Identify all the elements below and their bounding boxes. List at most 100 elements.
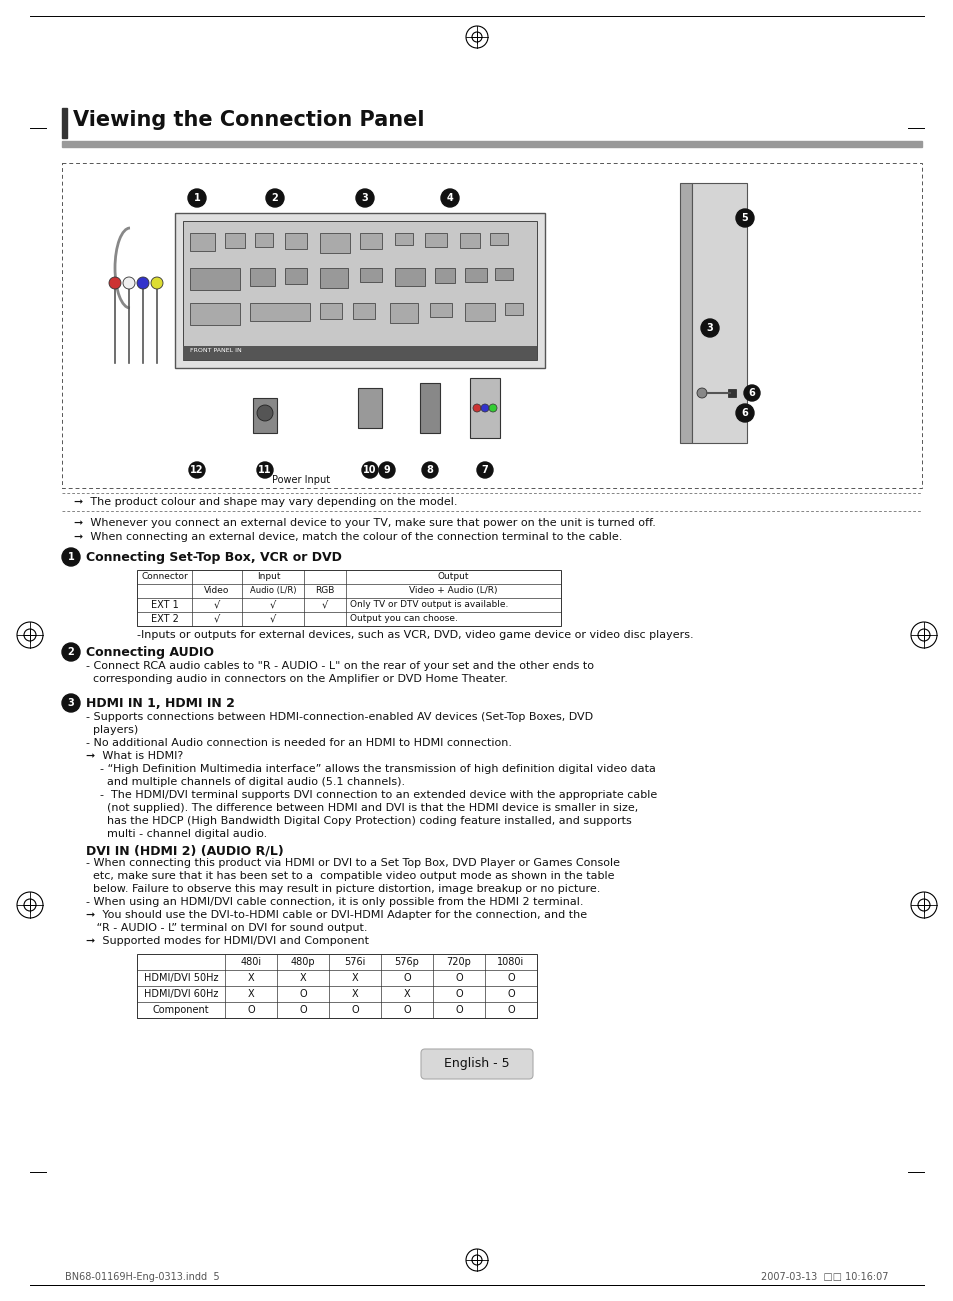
Bar [190, 303, 240, 325]
Bar [353, 303, 375, 319]
Bar [190, 268, 240, 290]
Text: Audio (L/R): Audio (L/R) [250, 585, 296, 595]
Text: -Inputs or outputs for external devices, such as VCR, DVD, video game device or : -Inputs or outputs for external devices,… [137, 630, 693, 640]
Bar [285, 233, 307, 248]
Bar [62, 108, 67, 138]
Bar [319, 233, 350, 252]
Circle shape [735, 405, 753, 422]
Bar [419, 382, 439, 433]
Text: BN68-01169H-Eng-0313.indd  5: BN68-01169H-Eng-0313.indd 5 [65, 1272, 219, 1281]
Bar [183, 346, 537, 360]
Circle shape [188, 189, 206, 207]
Text: English - 5: English - 5 [444, 1056, 509, 1069]
Text: O: O [455, 973, 462, 984]
Text: 5: 5 [740, 213, 747, 222]
Text: √: √ [321, 600, 328, 610]
Circle shape [266, 189, 284, 207]
Text: and multiple channels of digital audio (5.1 channels).: and multiple channels of digital audio (… [86, 777, 405, 787]
Text: O: O [403, 973, 411, 984]
Bar [174, 213, 544, 368]
Circle shape [151, 277, 163, 289]
Text: 1: 1 [193, 193, 200, 203]
Text: 4: 4 [446, 193, 453, 203]
Text: 1080i: 1080i [497, 958, 524, 967]
Bar [691, 317, 709, 330]
Bar [253, 398, 276, 433]
Text: √: √ [213, 614, 220, 624]
Text: 576i: 576i [344, 958, 365, 967]
Text: √: √ [270, 614, 275, 624]
Text: ➞  The product colour and shape may vary depending on the model.: ➞ The product colour and shape may vary … [74, 497, 457, 507]
Bar [691, 228, 709, 239]
Text: O: O [247, 1004, 254, 1015]
Bar [424, 233, 447, 247]
Circle shape [735, 209, 753, 226]
Text: -  The HDMI/DVI terminal supports DVI connection to an extended device with the : - The HDMI/DVI terminal supports DVI con… [86, 790, 657, 800]
Bar [254, 233, 273, 247]
Text: X: X [248, 973, 254, 984]
Bar [285, 268, 307, 284]
Text: O: O [507, 989, 515, 999]
Bar [395, 268, 424, 286]
Text: - “High Definition Multimedia interface” allows the transmission of high definit: - “High Definition Multimedia interface”… [86, 764, 656, 774]
Text: X: X [352, 989, 358, 999]
Circle shape [480, 405, 489, 412]
Text: O: O [299, 1004, 307, 1015]
Bar [193, 571, 345, 584]
Text: RGB: RGB [315, 585, 335, 595]
Text: ➞  When connecting an external device, match the colour of the connection termin: ➞ When connecting an external device, ma… [74, 532, 621, 543]
Circle shape [137, 277, 149, 289]
Text: 480i: 480i [240, 958, 261, 967]
Circle shape [355, 189, 374, 207]
Text: O: O [455, 1004, 462, 1015]
Bar [470, 379, 499, 438]
Text: HDMI/DVI 50Hz: HDMI/DVI 50Hz [144, 973, 218, 984]
Circle shape [421, 462, 437, 477]
Circle shape [62, 643, 80, 661]
Text: 3: 3 [361, 193, 368, 203]
Text: - Supports connections between HDMI-connection-enabled AV devices (Set-Top Boxes: - Supports connections between HDMI-conn… [86, 712, 593, 722]
Text: Connector: Connector [141, 572, 188, 582]
Bar [137, 954, 537, 1017]
Bar [359, 233, 381, 248]
Text: corresponding audio in connectors on the Amplifier or DVD Home Theater.: corresponding audio in connectors on the… [86, 674, 507, 684]
Circle shape [361, 462, 377, 477]
Circle shape [62, 693, 80, 712]
Bar [250, 268, 274, 286]
Text: Video + Audio (L/R): Video + Audio (L/R) [409, 585, 497, 595]
Text: ➞  Whenever you connect an external device to your TV, make sure that power on t: ➞ Whenever you connect an external devic… [74, 518, 656, 528]
Bar [490, 233, 507, 245]
Circle shape [189, 462, 205, 477]
Text: “R - AUDIO - L” terminal on DVI for sound output.: “R - AUDIO - L” terminal on DVI for soun… [86, 922, 367, 933]
Text: √: √ [270, 600, 275, 610]
Circle shape [378, 462, 395, 477]
Circle shape [489, 405, 497, 412]
Text: ➞  What is HDMI?: ➞ What is HDMI? [86, 751, 183, 761]
Bar [691, 379, 709, 390]
Text: 6: 6 [740, 409, 747, 418]
Bar [319, 303, 341, 319]
Circle shape [743, 385, 760, 401]
Text: FRONT PANEL IN: FRONT PANEL IN [190, 347, 241, 353]
Text: Only TV or DTV output is available.: Only TV or DTV output is available. [350, 600, 508, 609]
Text: Connecting AUDIO: Connecting AUDIO [86, 647, 213, 660]
Text: Output you can choose.: Output you can choose. [350, 614, 457, 623]
Bar [62, 141, 921, 147]
Text: 8: 8 [426, 464, 433, 475]
Text: O: O [455, 989, 462, 999]
Circle shape [109, 277, 121, 289]
Circle shape [473, 405, 480, 412]
Bar [390, 303, 417, 323]
Bar [691, 198, 709, 209]
Bar [459, 233, 479, 248]
Text: multi - channel digital audio.: multi - channel digital audio. [86, 829, 267, 839]
Text: X: X [352, 973, 358, 984]
Text: - When using an HDMI/DVI cable connection, it is only possible from the HDMI 2 t: - When using an HDMI/DVI cable connectio… [86, 896, 583, 907]
Bar [359, 268, 381, 282]
Text: O: O [299, 989, 307, 999]
Text: √: √ [213, 600, 220, 610]
Text: Video: Video [204, 585, 230, 595]
Bar [250, 303, 310, 321]
Text: - Connect RCA audio cables to "R - AUDIO - L" on the rear of your set and the ot: - Connect RCA audio cables to "R - AUDIO… [86, 661, 594, 671]
Text: Connecting Set-Top Box, VCR or DVD: Connecting Set-Top Box, VCR or DVD [86, 552, 341, 565]
